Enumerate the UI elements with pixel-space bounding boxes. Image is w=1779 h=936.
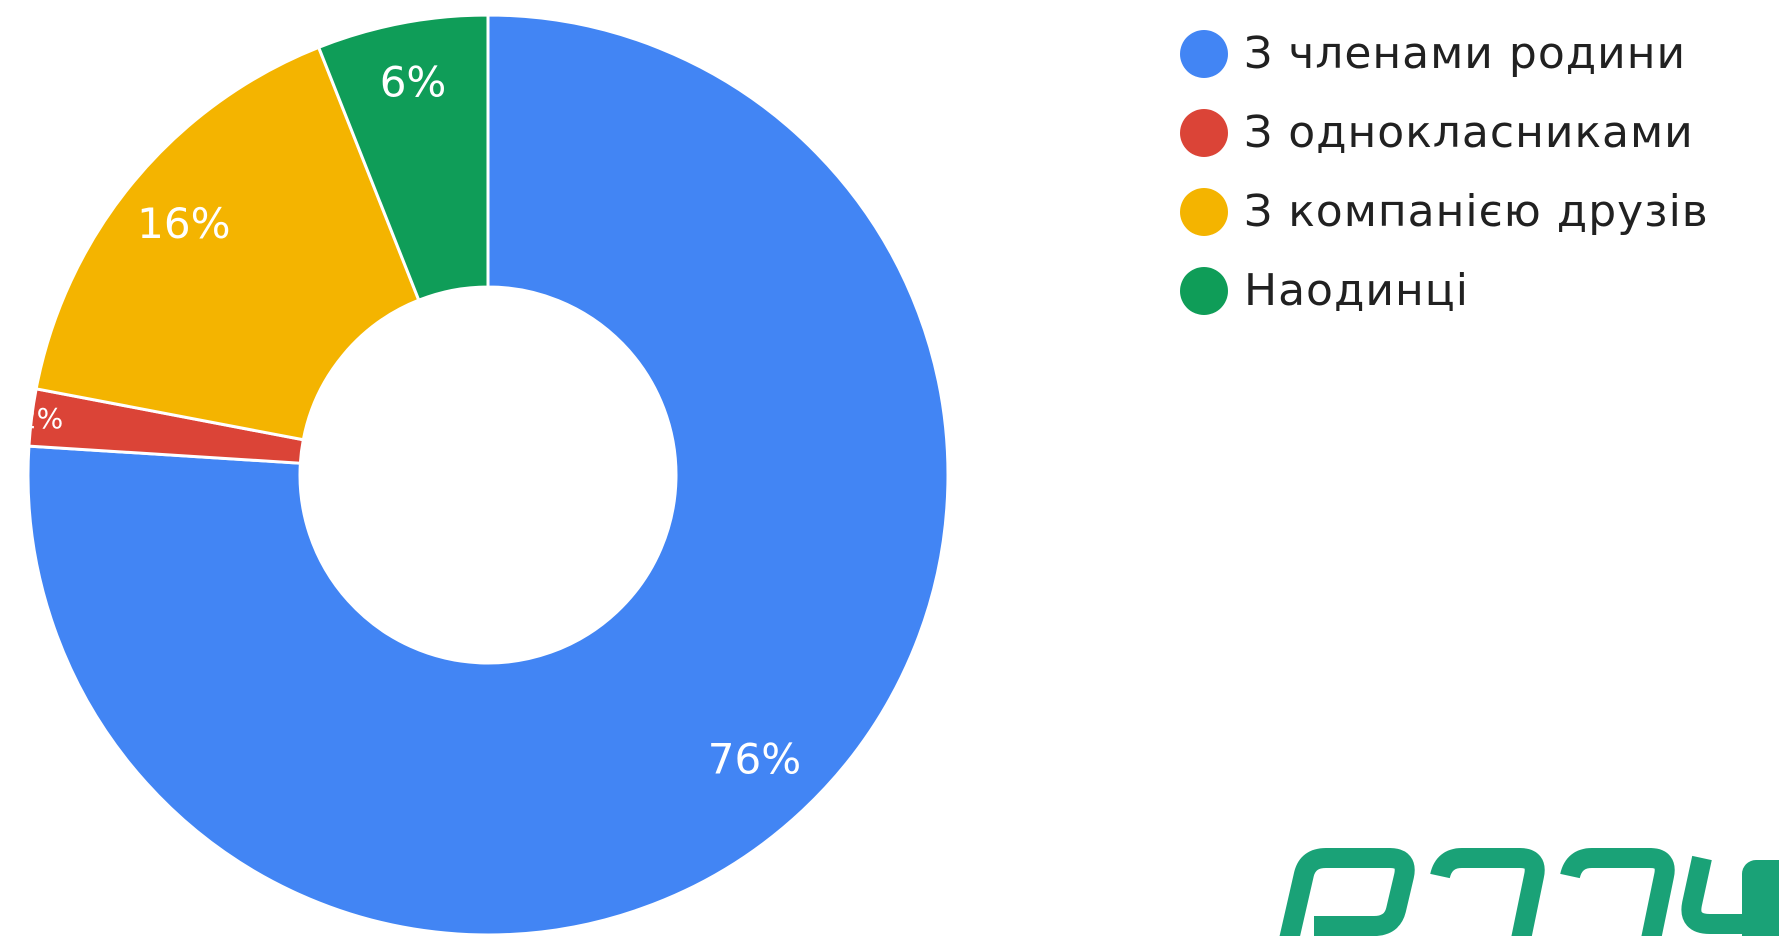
slice-label-family: 76% <box>708 734 801 783</box>
legend-item-friends[interactable]: З компанією друзів <box>1180 172 1760 251</box>
legend-label-friends: З компанією друзів <box>1244 186 1709 237</box>
legend-label-alone: Наодинці <box>1244 265 1469 316</box>
logo-letter-4 <box>1681 855 1760 934</box>
legend-item-family[interactable]: З членами родини <box>1180 14 1760 93</box>
slice-friends[interactable] <box>34 45 421 442</box>
legend-label-classmates: З однокласниками <box>1244 107 1694 158</box>
slice-label-classmates: 2% <box>19 402 63 435</box>
legend-swatch-friends <box>1180 187 1228 236</box>
slice-family[interactable] <box>26 13 950 936</box>
legend-swatch-alone <box>1180 266 1228 315</box>
logo-letter-3 <box>1560 848 1675 936</box>
legend-item-alone[interactable]: Наодинці <box>1180 251 1760 330</box>
logo-letter-1 <box>1279 848 1415 936</box>
logo-square <box>1742 860 1779 936</box>
slice-label-friends: 16% <box>137 199 230 248</box>
chart-legend: З членами родини З однокласниками З комп… <box>1180 14 1760 330</box>
legend-item-classmates[interactable]: З однокласниками <box>1180 93 1760 172</box>
slice-label-alone: 6% <box>380 57 447 106</box>
legend-label-family: З членами родини <box>1244 28 1687 79</box>
legend-swatch-family <box>1180 29 1228 78</box>
donut-chart: 76% 2% 16% 6% <box>19 13 950 936</box>
brand-logo <box>1279 848 1779 936</box>
slice-alone[interactable] <box>316 13 490 303</box>
logo-letter-2 <box>1430 848 1545 936</box>
legend-swatch-classmates <box>1180 108 1228 157</box>
